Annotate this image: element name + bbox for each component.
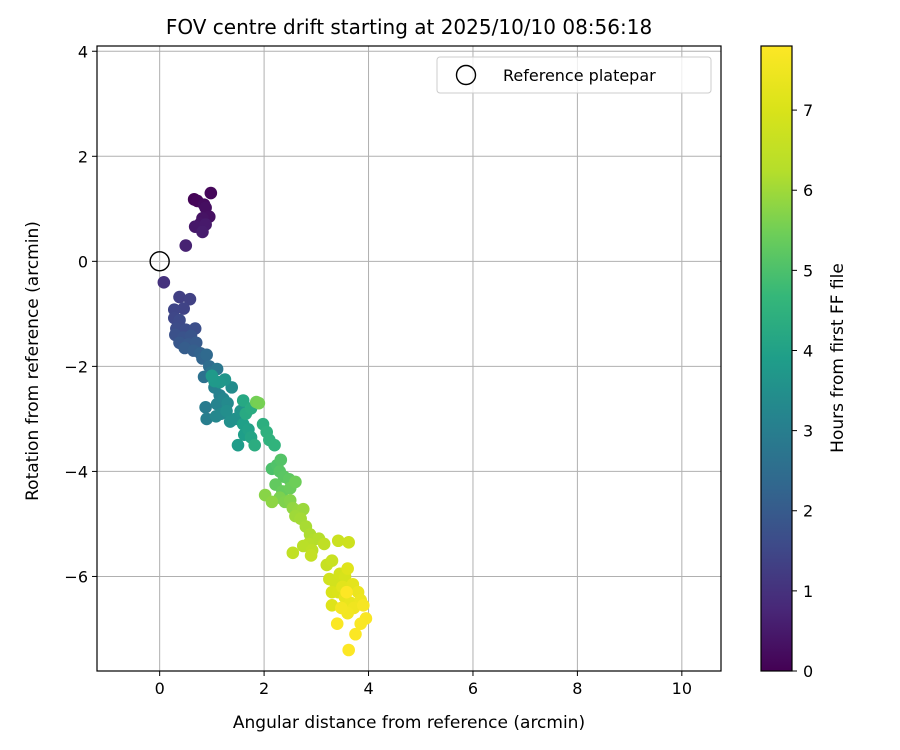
legend: Reference platepar: [436, 56, 712, 94]
colorbar-tick-label: 4: [803, 341, 813, 360]
y-axis-label: Rotation from reference (arcmin): [23, 221, 43, 501]
data-point: [317, 537, 331, 551]
colorbar-ticks: 0 1 2 3 4 5 6 7: [792, 101, 813, 681]
colorbar-tick-label: 3: [803, 422, 813, 441]
data-point: [349, 627, 362, 641]
reference-marker-group: [149, 251, 170, 272]
y-tick-label: −6: [64, 567, 88, 586]
colorbar: 0 1 2 3 4 5 6 7 Hours from first FF file: [760, 45, 848, 681]
y-tick-label: 2: [78, 147, 88, 166]
legend-reference-marker: [455, 64, 477, 86]
chart-title: FOV centre drift starting at 2025/10/10 …: [166, 15, 652, 39]
data-point: [220, 404, 233, 418]
data-point: [286, 546, 300, 560]
data-point: [177, 302, 190, 315]
x-tick-label: 6: [468, 679, 478, 698]
colorbar-tick-label: 2: [803, 502, 813, 521]
legend-box: [436, 56, 712, 94]
x-axis-label: Angular distance from reference (arcmin): [233, 713, 585, 733]
colorbar-gradient: [760, 45, 793, 672]
y-tick-label: −4: [64, 462, 88, 481]
data-point: [354, 617, 367, 631]
colorbar-tick-label: 7: [803, 101, 813, 120]
data-point: [252, 396, 266, 410]
data-point: [340, 585, 353, 599]
data-point: [183, 292, 197, 306]
data-point: [199, 401, 212, 414]
x-tick-label: 8: [572, 679, 582, 698]
data-point: [236, 394, 250, 407]
data-point: [173, 290, 186, 304]
y-tick-label: −2: [64, 357, 88, 376]
colorbar-tick-label: 6: [803, 181, 813, 200]
data-point: [335, 601, 348, 615]
data-point: [330, 617, 344, 631]
data-point: [274, 453, 288, 467]
x-tick-label: 4: [363, 679, 373, 698]
colorbar-tick-label: 1: [803, 582, 813, 601]
y-axis-ticks: −6 −4 −2 0 2 4: [64, 42, 97, 586]
legend-entry-reference-platepar: Reference platepar: [503, 66, 656, 85]
data-point: [231, 438, 245, 452]
data-point: [304, 549, 318, 562]
colorbar-tick-label: 0: [803, 662, 813, 681]
colorbar-tick-label: 5: [803, 261, 813, 280]
data-point: [204, 186, 218, 200]
data-point: [325, 554, 339, 568]
data-point: [341, 562, 354, 575]
data-point: [200, 348, 213, 362]
data-point: [289, 475, 302, 489]
grid-lines: [97, 46, 721, 671]
plot-frame: [96, 45, 722, 672]
data-point: [205, 369, 219, 383]
plot-area: 0 2 4 6 8 10 −6 −4 −2 0 2 4: [64, 42, 722, 698]
data-point: [179, 239, 193, 252]
x-tick-label: 0: [155, 679, 165, 698]
x-tick-label: 2: [259, 679, 269, 698]
data-point: [331, 534, 345, 548]
x-tick-label: 10: [672, 679, 692, 698]
data-points: [157, 186, 373, 657]
x-axis-ticks: 0 2 4 6 8 10: [155, 671, 692, 698]
y-tick-label: 4: [78, 42, 88, 61]
data-point: [196, 225, 209, 239]
data-point: [265, 495, 279, 509]
data-point: [248, 438, 261, 452]
colorbar-label: Hours from first FF file: [828, 263, 848, 453]
data-point: [342, 536, 355, 549]
data-point: [342, 643, 355, 657]
reference-marker: [149, 251, 170, 272]
data-point: [268, 438, 281, 452]
data-point: [357, 599, 370, 612]
data-point: [157, 276, 171, 289]
y-tick-label: 0: [78, 252, 88, 271]
